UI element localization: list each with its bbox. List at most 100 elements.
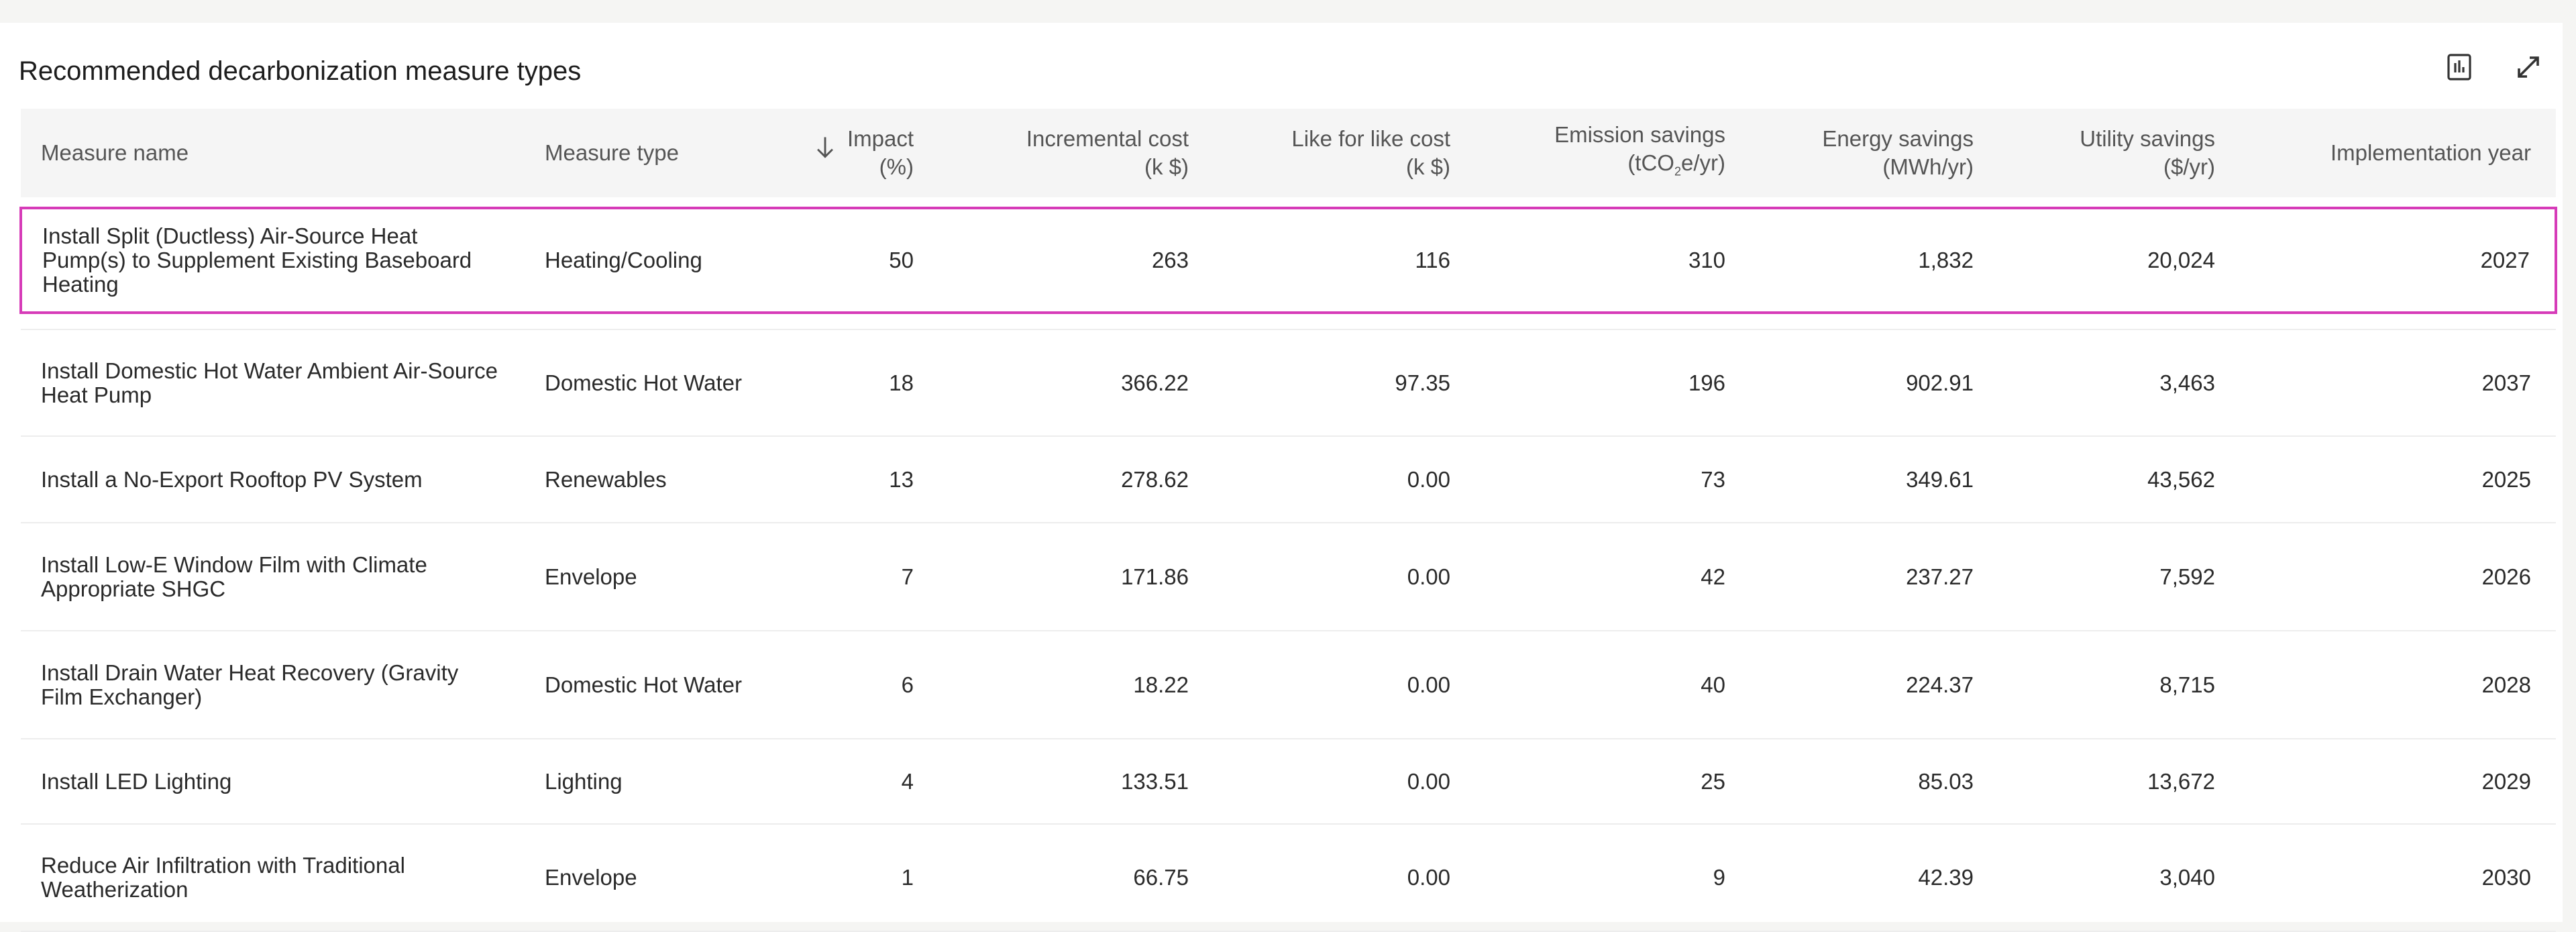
cell-emission-savings: 9 xyxy=(1470,824,1746,932)
cell-like-for-like-cost: 0.00 xyxy=(1209,436,1470,523)
cell-incremental-cost: 66.75 xyxy=(934,824,1209,932)
cell-like-for-like-cost: 0.00 xyxy=(1209,631,1470,739)
cell-utility-savings: 13,672 xyxy=(1994,739,2235,825)
cell-like-for-like-cost: 0.00 xyxy=(1209,523,1470,631)
col-utility-savings[interactable]: Utility savings ($/yr) xyxy=(1994,109,2235,197)
col-emission-label: Emission savings xyxy=(1554,121,1725,147)
col-energy-savings[interactable]: Energy savings (MWh/yr) xyxy=(1746,109,1994,197)
col-incremental-cost-label: Incremental cost xyxy=(1026,126,1189,151)
cell-implementation-year: 2028 xyxy=(2235,631,2556,739)
cell-measure-type: Domestic Hot Water xyxy=(525,631,793,739)
cell-measure-name: Install Low-E Window Film with Climate A… xyxy=(21,523,525,631)
cell-implementation-year: 2026 xyxy=(2235,523,2556,631)
cell-impact: 18 xyxy=(793,329,934,437)
spacer xyxy=(21,197,2556,208)
col-impact-unit: (%) xyxy=(879,154,914,179)
cell-measure-name: Install Domestic Hot Water Ambient Air-S… xyxy=(21,329,525,437)
col-emission-unit-a: (tCO xyxy=(1627,150,1674,175)
col-incremental-cost[interactable]: Incremental cost (k $) xyxy=(934,109,1209,197)
cell-measure-name: Install a No-Export Rooftop PV System xyxy=(21,436,525,523)
col-like-for-like-cost[interactable]: Like for like cost (k $) xyxy=(1209,109,1470,197)
cell-incremental-cost: 18.22 xyxy=(934,631,1209,739)
cell-measure-name: Reduce Air Infiltration with Traditional… xyxy=(21,824,525,932)
cell-emission-savings: 310 xyxy=(1470,207,1746,314)
cell-utility-savings: 7,592 xyxy=(1994,523,2235,631)
bar-chart-icon[interactable] xyxy=(2443,51,2475,83)
cell-measure-type: Envelope xyxy=(525,523,793,631)
cell-implementation-year: 2025 xyxy=(2235,436,2556,523)
expand-icon[interactable] xyxy=(2512,51,2544,83)
arrow-down-icon[interactable] xyxy=(815,136,835,165)
cell-energy-savings: 224.37 xyxy=(1746,631,1994,739)
cell-incremental-cost: 171.86 xyxy=(934,523,1209,631)
cell-like-for-like-cost: 0.00 xyxy=(1209,824,1470,932)
col-energy-unit: (MWh/yr) xyxy=(1882,154,1974,179)
table-row[interactable]: Install LED Lighting Lighting 4 133.51 0.00 2… xyxy=(21,739,2556,825)
measures-table: Measure name Measure type Impact (%) Incr… xyxy=(19,109,2557,932)
cell-emission-savings: 40 xyxy=(1470,631,1746,739)
col-utility-unit: ($/yr) xyxy=(2163,154,2215,179)
spacer-cell xyxy=(21,313,2556,330)
spacer xyxy=(21,313,2556,330)
cell-implementation-year: 2029 xyxy=(2235,739,2556,825)
cell-energy-savings: 902.91 xyxy=(1746,329,1994,437)
table-row[interactable]: Install Domestic Hot Water Ambient Air-S… xyxy=(21,329,2556,437)
table-row-selected[interactable]: Install Split (Ductless) Air-Source Heat… xyxy=(19,207,2557,314)
cell-measure-name: Install Split (Ductless) Air-Source Heat… xyxy=(19,207,525,314)
col-implementation-year[interactable]: Implementation year xyxy=(2235,109,2556,197)
cell-incremental-cost: 366.22 xyxy=(934,329,1209,437)
col-measure-type[interactable]: Measure type xyxy=(525,109,793,197)
cell-measure-name: Install LED Lighting xyxy=(21,739,525,825)
col-incremental-cost-unit: (k $) xyxy=(1144,154,1189,179)
cell-incremental-cost: 278.62 xyxy=(934,436,1209,523)
cell-like-for-like-cost: 0.00 xyxy=(1209,739,1470,825)
cell-emission-savings: 42 xyxy=(1470,523,1746,631)
cell-utility-savings: 43,562 xyxy=(1994,436,2235,523)
cell-emission-savings: 73 xyxy=(1470,436,1746,523)
cell-energy-savings: 42.39 xyxy=(1746,824,1994,932)
cell-incremental-cost: 133.51 xyxy=(934,739,1209,825)
col-like-label: Like for like cost xyxy=(1291,126,1450,151)
cell-energy-savings: 1,832 xyxy=(1746,207,1994,314)
col-emission-unit-sub: 2 xyxy=(1674,164,1681,178)
cell-measure-type: Renewables xyxy=(525,436,793,523)
table-row[interactable]: Install Drain Water Heat Recovery (Gravi… xyxy=(21,631,2556,739)
cell-emission-savings: 25 xyxy=(1470,739,1746,825)
col-like-unit: (k $) xyxy=(1406,154,1450,179)
spacer-cell xyxy=(21,197,2556,208)
col-measure-name[interactable]: Measure name xyxy=(21,109,525,197)
measures-card: Recommended decarbonization measure type… xyxy=(0,23,2563,932)
cell-utility-savings: 3,040 xyxy=(1994,824,2235,932)
cell-measure-type: Lighting xyxy=(525,739,793,825)
table-row[interactable]: Reduce Air Infiltration with Traditional… xyxy=(21,824,2556,932)
cell-implementation-year: 2030 xyxy=(2235,824,2556,932)
cell-measure-type: Heating/Cooling xyxy=(525,207,793,314)
cell-impact: 1 xyxy=(793,824,934,932)
table-row[interactable]: Install Low-E Window Film with Climate A… xyxy=(21,523,2556,631)
cell-measure-type: Domestic Hot Water xyxy=(525,329,793,437)
table-row[interactable]: Install a No-Export Rooftop PV System Ren… xyxy=(21,436,2556,523)
cell-measure-name: Install Drain Water Heat Recovery (Gravi… xyxy=(21,631,525,739)
cell-utility-savings: 3,463 xyxy=(1994,329,2235,437)
cell-impact: 13 xyxy=(793,436,934,523)
cell-energy-savings: 237.27 xyxy=(1746,523,1994,631)
cell-impact: 4 xyxy=(793,739,934,825)
col-energy-label: Energy savings xyxy=(1822,126,1974,151)
table-header: Measure name Measure type Impact (%) Incr… xyxy=(21,109,2556,197)
cell-incremental-cost: 263 xyxy=(934,207,1209,314)
cell-energy-savings: 349.61 xyxy=(1746,436,1994,523)
cell-impact: 50 xyxy=(793,207,934,314)
cell-utility-savings: 20,024 xyxy=(1994,207,2235,314)
cell-like-for-like-cost: 97.35 xyxy=(1209,329,1470,437)
cell-impact: 6 xyxy=(793,631,934,739)
col-impact[interactable]: Impact (%) xyxy=(793,109,934,197)
cell-implementation-year: 2037 xyxy=(2235,329,2556,437)
cell-measure-type: Envelope xyxy=(525,824,793,932)
cell-emission-savings: 196 xyxy=(1470,329,1746,437)
col-emission-savings[interactable]: Emission savings (tCO2e/yr) xyxy=(1470,109,1746,197)
cell-impact: 7 xyxy=(793,523,934,631)
cell-implementation-year: 2027 xyxy=(2235,207,2557,314)
cell-like-for-like-cost: 116 xyxy=(1209,207,1470,314)
cell-utility-savings: 8,715 xyxy=(1994,631,2235,739)
col-utility-label: Utility savings xyxy=(2080,126,2215,151)
